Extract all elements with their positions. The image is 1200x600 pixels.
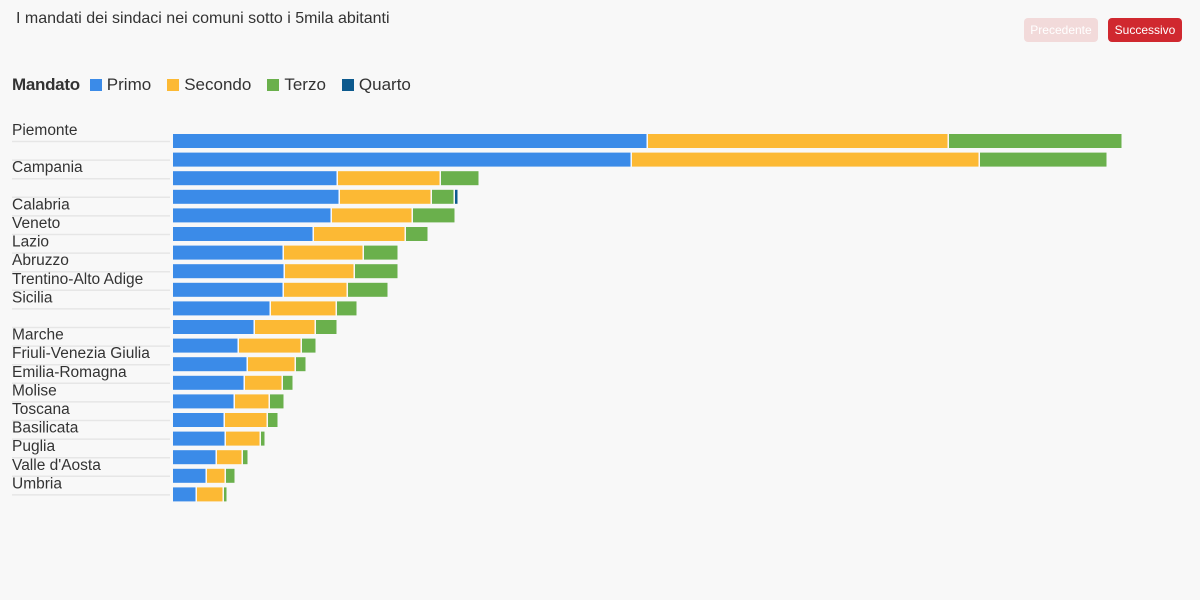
category-label: Trentino-Alto Adige (12, 271, 143, 288)
category-label: Sicilia (12, 289, 53, 306)
category-label: Basilicata (12, 420, 79, 437)
bar-segment-terzo[interactable] (224, 487, 227, 502)
bar-segment-terzo[interactable] (949, 134, 1122, 148)
legend-item-quarto: Quarto (341, 75, 411, 95)
bar-segment-terzo[interactable] (302, 338, 316, 353)
bar-segment-secondo[interactable] (271, 301, 336, 316)
bar-segment-primo[interactable] (173, 152, 631, 167)
bar-segment-secondo[interactable] (226, 431, 260, 446)
legend-label-terzo: Terzo (284, 75, 326, 94)
bar-segment-quarto[interactable] (455, 189, 458, 204)
bar-segment-primo[interactable] (173, 394, 234, 409)
legend-swatch-terzo (267, 79, 280, 91)
bar-segment-primo[interactable] (173, 264, 284, 279)
bar-segment-terzo[interactable] (243, 450, 248, 465)
bar-segment-primo[interactable] (173, 320, 254, 334)
bar-segment-primo[interactable] (173, 338, 238, 353)
bar-segment-terzo[interactable] (337, 301, 357, 316)
bar-segment-terzo[interactable] (432, 189, 454, 204)
category-label: Piemonte (12, 122, 77, 139)
bar-segment-terzo[interactable] (316, 320, 337, 334)
legend-swatch-quarto (341, 79, 354, 91)
bar-segment-terzo[interactable] (980, 152, 1107, 167)
bar-segment-primo[interactable] (173, 468, 206, 483)
category-label: Toscana (12, 401, 70, 418)
bar-segment-secondo[interactable] (225, 413, 267, 427)
bar-segment-terzo[interactable] (261, 431, 265, 446)
legend-swatch-primo (89, 79, 102, 91)
bar-segment-terzo[interactable] (413, 208, 455, 223)
category-label: Molise (12, 382, 57, 399)
bar-segment-secondo[interactable] (235, 394, 269, 409)
bar-segment-primo[interactable] (173, 208, 331, 223)
bar-segment-terzo[interactable] (348, 282, 388, 297)
next-button[interactable]: Successivo (1108, 18, 1182, 42)
bar-segment-primo[interactable] (173, 431, 225, 446)
bar-segment-secondo[interactable] (248, 357, 295, 372)
bar-segment-primo[interactable] (173, 450, 216, 465)
category-label: Puglia (12, 438, 55, 455)
bar-segment-primo[interactable] (173, 171, 337, 186)
bar-segment-secondo[interactable] (207, 468, 225, 483)
bar-segment-primo[interactable] (173, 357, 247, 372)
bar-segment-primo[interactable] (173, 134, 647, 148)
bar-segment-secondo[interactable] (284, 245, 363, 260)
legend-item-secondo: Secondo (167, 75, 251, 95)
legend-label-secondo: Secondo (184, 75, 252, 94)
bar-segment-secondo[interactable] (338, 171, 440, 186)
bar-segment-secondo[interactable] (332, 208, 412, 223)
bar-segment-secondo[interactable] (632, 152, 979, 167)
bar-segment-primo[interactable] (173, 301, 270, 316)
bar-segment-primo[interactable] (173, 282, 283, 297)
legend-title: Mandato (12, 75, 80, 94)
bar-segment-secondo[interactable] (340, 189, 431, 204)
bar-segment-primo[interactable] (173, 189, 339, 204)
category-label: Calabria (12, 196, 70, 213)
category-label: Abruzzo (12, 252, 69, 269)
legend-label-quarto: Quarto (358, 75, 411, 94)
bar-segment-terzo[interactable] (283, 375, 293, 390)
chart-title: I mandati dei sindaci nei comuni sotto i… (16, 10, 390, 27)
legend-label-primo: Primo (106, 75, 152, 94)
legend-item-primo: Primo (89, 75, 152, 95)
category-label: Umbria (12, 475, 62, 492)
legend-item-terzo: Terzo (267, 75, 326, 95)
bar-segment-secondo[interactable] (314, 227, 405, 241)
category-label: Friuli-Venezia Giulia (12, 345, 150, 362)
bar-segment-secondo[interactable] (217, 450, 242, 465)
category-label: Emilia-Romagna (12, 364, 127, 381)
bar-segment-primo[interactable] (173, 245, 283, 260)
bar-segment-primo[interactable] (173, 487, 196, 502)
bar-segment-secondo[interactable] (285, 264, 354, 279)
bar-segment-terzo[interactable] (441, 171, 479, 186)
bar-segment-secondo[interactable] (239, 338, 301, 353)
category-label: Marche (12, 327, 64, 344)
category-label: Veneto (12, 215, 60, 232)
bar-segment-terzo[interactable] (364, 245, 398, 260)
category-label: Valle d'Aosta (12, 457, 101, 474)
previous-button[interactable]: Precedente (1024, 18, 1098, 42)
bar-segment-secondo[interactable] (255, 320, 315, 334)
bar-segment-terzo[interactable] (268, 413, 278, 427)
legend: Mandato Primo Secondo Terzo Quarto (12, 74, 427, 96)
category-label: Campania (12, 159, 83, 176)
bar-segment-primo[interactable] (173, 227, 313, 241)
bar-segment-terzo[interactable] (355, 264, 398, 279)
bar-segment-terzo[interactable] (226, 468, 235, 483)
bar-segment-primo[interactable] (173, 375, 244, 390)
bar-segment-terzo[interactable] (270, 394, 284, 409)
bar-segment-terzo[interactable] (296, 357, 306, 372)
bar-segment-primo[interactable] (173, 413, 224, 427)
category-label: Lazio (12, 234, 49, 251)
bar-segment-secondo[interactable] (245, 375, 282, 390)
bar-segment-terzo[interactable] (406, 227, 428, 241)
legend-swatch-secondo (167, 79, 180, 91)
bar-segment-secondo[interactable] (284, 282, 347, 297)
bar-segment-secondo[interactable] (197, 487, 223, 502)
bar-segment-secondo[interactable] (648, 134, 948, 148)
